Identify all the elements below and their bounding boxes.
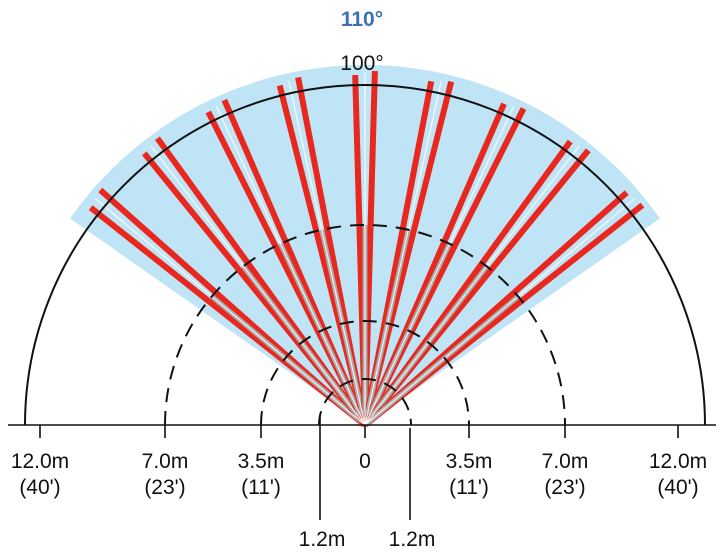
- range-arc-7m: [164, 224, 566, 426]
- range-arc-3-5m: [260, 320, 470, 426]
- beam-separator: [150, 145, 366, 426]
- range-label-right-40ft: (40'): [657, 476, 698, 499]
- origin-label: 0: [359, 450, 371, 473]
- detection-beams: [88, 71, 645, 428]
- range-arcs: [24, 84, 706, 426]
- beam-separator: [288, 81, 366, 426]
- beam-separator: [364, 105, 515, 426]
- outer-angle-label: 110°: [341, 8, 383, 31]
- range-label-left-12m: 12.0m: [11, 450, 69, 473]
- beam-separator: [215, 105, 366, 426]
- beam-separator: [95, 198, 366, 426]
- range-label-left-3-5m: 3.5m: [238, 450, 285, 473]
- range-axis: [8, 415, 716, 520]
- range-label-left-7m: 7.0m: [142, 450, 189, 473]
- beam-separator: [364, 145, 580, 426]
- inner-angle-label: 100°: [340, 52, 383, 75]
- range-label-right-3-5m: 3.5m: [446, 450, 493, 473]
- beam-separator: [364, 198, 635, 426]
- near-range-label-left: 1.2m: [299, 528, 346, 551]
- range-arc-1-2m: [318, 378, 412, 426]
- range-label-left-40ft: (40'): [19, 476, 60, 499]
- range-label-left-23ft: (23'): [144, 476, 185, 499]
- range-label-right-7m: 7.0m: [542, 450, 589, 473]
- range-label-left-11ft: (11'): [241, 476, 281, 499]
- range-label-right-23ft: (23'): [544, 476, 585, 499]
- near-range-label-right: 1.2m: [389, 528, 436, 551]
- beam-separator: [364, 81, 442, 426]
- range-label-right-12m: 12.0m: [649, 450, 707, 473]
- range-label-right-11ft: (11'): [449, 476, 489, 499]
- range-arc-12m: [24, 84, 706, 426]
